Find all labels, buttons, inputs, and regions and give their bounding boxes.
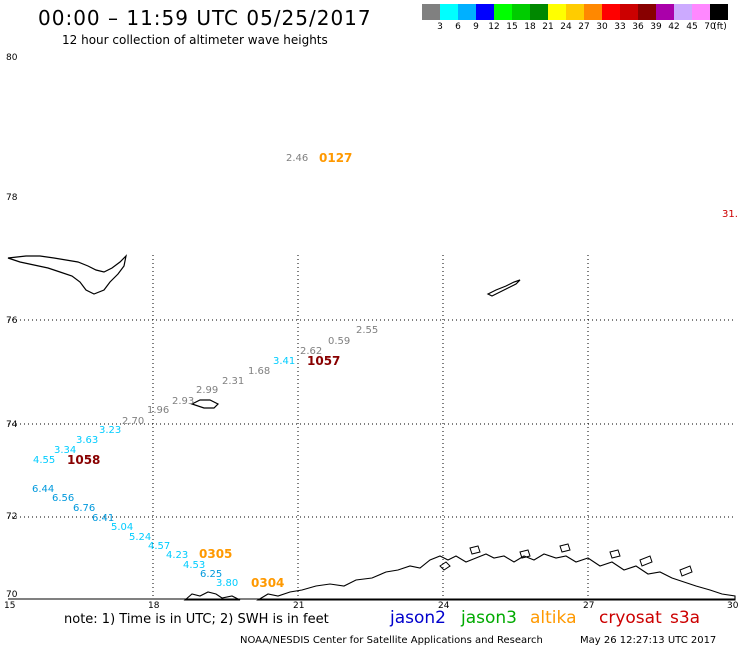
legend-swatch	[674, 4, 692, 20]
wave-height-value: 3.34	[54, 445, 77, 456]
wave-height-value: 2.62	[300, 346, 323, 357]
legend-swatch	[494, 4, 512, 20]
pass-time-label: 0305	[199, 547, 233, 561]
legend-labels: 3 6 9 12 15 18 21 24 27 30 33 36 39 42 45 70 (ft)	[422, 22, 740, 34]
latitude-label: 80	[6, 53, 18, 63]
legend-swatch	[512, 4, 530, 20]
legend-label: 27	[578, 22, 590, 32]
longitude-label: 21	[293, 601, 305, 611]
legend-label: 24	[560, 22, 572, 32]
satellite-name: jason3	[461, 608, 517, 628]
legend-swatch	[458, 4, 476, 20]
legend-label: 33	[614, 22, 626, 32]
wave-height-value: 6.76	[73, 503, 96, 514]
legend-swatch	[638, 4, 656, 20]
legend-label: 45	[686, 22, 698, 32]
longitude-label: 15	[4, 601, 16, 611]
wave-height-value: 4.55	[33, 455, 56, 466]
legend-label: (ft)	[713, 22, 727, 32]
legend-label: 9	[473, 22, 479, 32]
color-legend	[422, 4, 728, 20]
legend-swatch	[422, 4, 440, 20]
coastal-islands	[439, 543, 693, 577]
legend-label: 36	[632, 22, 644, 32]
wave-height-value: 31.	[722, 209, 738, 220]
pass-time-label: 0127	[319, 151, 353, 165]
page-title: 00:00 – 11:59 UTC 05/25/2017	[38, 6, 372, 30]
wave-height-value: 6.25	[200, 569, 223, 580]
footnote: note: 1) Time is in UTC; 2) SWH is in fe…	[64, 612, 329, 627]
wave-height-value: 5.24	[129, 532, 152, 543]
wave-height-value: 1.68	[248, 366, 271, 377]
wave-height-value: 4.57	[148, 541, 171, 552]
legend-swatch	[530, 4, 548, 20]
wave-height-value: 1.96	[147, 405, 170, 416]
wave-height-value: 4.53	[183, 560, 206, 571]
legend-label: 70	[704, 22, 716, 32]
legend-swatch	[440, 4, 458, 20]
legend-label: 15	[506, 22, 518, 32]
satellite-name: jason2	[390, 608, 446, 628]
bear-island-coast	[190, 399, 220, 409]
kong-karls-land-coast	[486, 279, 521, 297]
latitude-label: 76	[6, 316, 18, 326]
latitude-label: 72	[6, 512, 18, 522]
wave-height-value: 4.23	[166, 550, 189, 561]
legend-swatch	[566, 4, 584, 20]
longitude-label: 24	[438, 601, 450, 611]
legend-label: 30	[596, 22, 608, 32]
wave-height-value: 5.04	[111, 522, 134, 533]
wave-height-value: 3.23	[99, 425, 122, 436]
satellite-name: s3a	[670, 608, 701, 628]
legend-swatch	[656, 4, 674, 20]
wave-height-value: 6.44	[32, 484, 55, 495]
wave-height-value: 2.31	[222, 376, 245, 387]
latitude-label: 74	[6, 420, 18, 430]
wave-height-value: 0.59	[328, 336, 351, 347]
norway-coast	[183, 553, 736, 601]
longitude-label: 27	[583, 601, 595, 611]
wave-height-value: 3.80	[216, 578, 239, 589]
satellite-name: altika	[530, 608, 577, 628]
pass-time-label: 1057	[307, 354, 341, 368]
legend-label: 6	[455, 22, 461, 32]
legend-swatch	[476, 4, 494, 20]
legend-label: 39	[650, 22, 662, 32]
wave-height-value: 6.41	[92, 513, 115, 524]
legend-swatch	[620, 4, 638, 20]
pass-time-label: 1058	[67, 453, 101, 467]
longitude-label: 30	[727, 601, 739, 611]
legend-label: 42	[668, 22, 680, 32]
wave-height-value: 2.70	[122, 416, 145, 427]
latitude-label: 78	[6, 193, 18, 203]
wave-height-value: 6.56	[52, 493, 75, 504]
page-subtitle: 12 hour collection of altimeter wave hei…	[62, 33, 328, 47]
legend-swatch	[584, 4, 602, 20]
svalbard-coast	[7, 254, 127, 295]
legend-swatch	[710, 4, 728, 20]
legend-label: 12	[488, 22, 500, 32]
legend-label: 18	[524, 22, 536, 32]
pass-time-label: 0304	[251, 576, 285, 590]
credit-line: NOAA/NESDIS Center for Satellite Applica…	[240, 635, 543, 646]
wave-height-value: 3.41	[273, 356, 296, 367]
wave-height-value: 2.99	[196, 385, 219, 396]
wave-height-value: 2.46	[286, 153, 309, 164]
legend-swatch	[548, 4, 566, 20]
wave-height-value: 2.93	[172, 396, 195, 407]
legend-swatch	[602, 4, 620, 20]
latitude-label: 70	[6, 590, 18, 600]
legend-label: 3	[437, 22, 443, 32]
legend-label: 21	[542, 22, 554, 32]
timestamp: May 26 12:27:13 UTC 2017	[580, 635, 717, 646]
wave-height-value: 3.63	[76, 435, 99, 446]
longitude-label: 18	[148, 601, 160, 611]
satellite-name: cryosat	[599, 608, 662, 628]
legend-swatch	[692, 4, 710, 20]
wave-height-value: 2.55	[356, 325, 379, 336]
